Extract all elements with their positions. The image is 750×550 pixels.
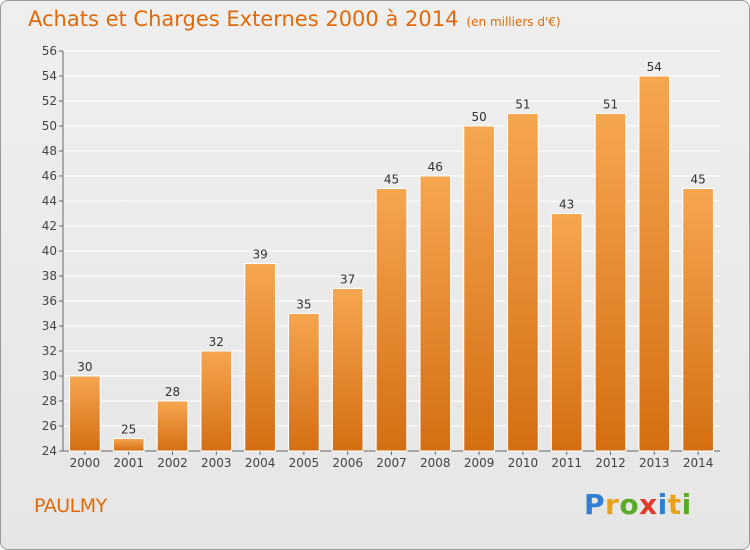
bar-value-label: 46 — [428, 160, 443, 174]
bar-value-label: 37 — [340, 273, 355, 287]
bar-2011 — [550, 213, 583, 452]
x-tick-label: 2006 — [332, 456, 363, 470]
x-tick-label: 2002 — [157, 456, 188, 470]
bar-value-label: 51 — [515, 98, 530, 112]
bar-2007 — [375, 188, 408, 452]
logo-letter: x — [639, 488, 658, 521]
bar-2006 — [331, 288, 364, 452]
y-tick-label: 32 — [42, 344, 57, 358]
x-tick-label: 2005 — [289, 456, 320, 470]
x-tick-label: 2001 — [113, 456, 144, 470]
logo-letter: i — [657, 488, 668, 521]
y-tick-label: 54 — [42, 69, 57, 83]
bar-2000 — [69, 375, 101, 452]
y-tick-label: 26 — [42, 419, 57, 433]
chart-unit: (en milliers d'€) — [466, 15, 561, 29]
commune-name: PAULMY — [34, 495, 107, 517]
y-tick-label: 34 — [42, 319, 57, 333]
y-tick-label: 28 — [42, 394, 57, 408]
bar-value-label: 25 — [121, 423, 136, 437]
bar-2012 — [594, 113, 627, 452]
logo-letter: i — [681, 488, 692, 521]
bar-2013 — [638, 75, 671, 452]
bar-value-label: 28 — [165, 385, 180, 399]
x-tick-label: 2008 — [420, 456, 451, 470]
logo-letter: o — [619, 488, 640, 521]
bar-value-label: 32 — [209, 335, 224, 349]
bar-value-label: 45 — [690, 173, 705, 187]
bar-value-label: 54 — [647, 60, 662, 74]
x-tick-label: 2014 — [683, 456, 714, 470]
x-tick-label: 2013 — [639, 456, 670, 470]
bar-value-label: 39 — [252, 248, 267, 262]
x-tick-label: 2010 — [508, 456, 539, 470]
x-tick-label: 2009 — [464, 456, 495, 470]
bar-2009 — [463, 125, 495, 452]
bar-2004 — [244, 263, 276, 452]
x-tick-label: 2000 — [70, 456, 101, 470]
bar-value-label: 45 — [384, 173, 399, 187]
bar-2003 — [200, 350, 233, 452]
y-tick-label: 30 — [42, 369, 57, 383]
y-tick-label: 24 — [42, 444, 57, 458]
bar-layer: 30 25 28 32 39 35 37 45 46 50 51 43 51 54 45 — [69, 60, 714, 452]
y-tick-label: 40 — [42, 244, 57, 258]
y-tick-label: 50 — [42, 119, 57, 133]
y-tick-label: 38 — [42, 269, 57, 283]
y-tick-label: 56 — [42, 44, 57, 58]
logo-letter: r — [605, 488, 620, 521]
x-tick-label: 2003 — [201, 456, 232, 470]
logo-letter: t — [667, 488, 682, 521]
y-tick-label: 48 — [42, 144, 57, 158]
proxiti-logo[interactable]: Proxiti — [584, 488, 692, 521]
chart-title-text: Achats et Charges Externes 2000 à 2014 — [28, 7, 459, 31]
bar-2005 — [288, 313, 320, 452]
y-tick-label: 42 — [42, 219, 57, 233]
bar-value-label: 51 — [603, 98, 618, 112]
chart-title: Achats et Charges Externes 2000 à 2014 (e… — [28, 7, 561, 31]
x-tick-label: 2012 — [595, 456, 626, 470]
y-tick-label: 36 — [42, 294, 57, 308]
bar-value-label: 50 — [471, 110, 486, 124]
y-tick-label: 52 — [42, 94, 57, 108]
bar-2014 — [682, 188, 714, 452]
logo-letter: P — [584, 488, 606, 521]
x-tick-label: 2004 — [245, 456, 276, 470]
bar-2010 — [507, 113, 539, 452]
x-tick-label: 2011 — [551, 456, 582, 470]
y-tick-label: 46 — [42, 169, 57, 183]
x-tick-label: 2007 — [376, 456, 407, 470]
y-tick-label: 44 — [42, 194, 57, 208]
bar-2002 — [156, 400, 189, 452]
bar-value-label: 35 — [296, 298, 311, 312]
bar-value-label: 30 — [77, 360, 92, 374]
bar-value-label: 43 — [559, 198, 574, 212]
bar-2008 — [419, 175, 452, 452]
bar-2001 — [112, 438, 145, 452]
